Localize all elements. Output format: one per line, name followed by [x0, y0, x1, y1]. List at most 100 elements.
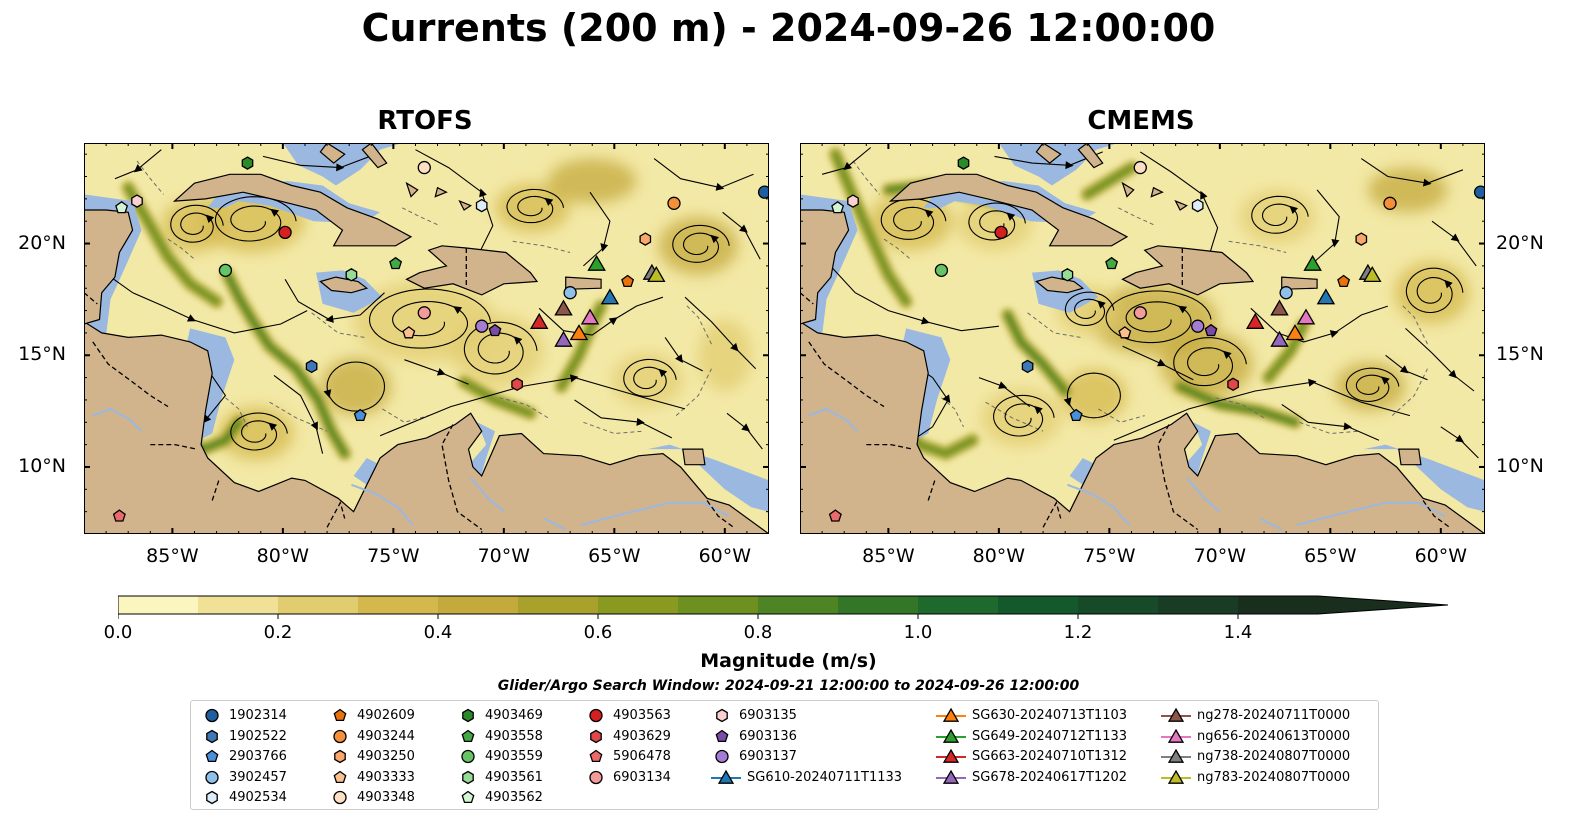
lon-tick-label: 80°W [972, 545, 1026, 567]
marker-4902534 [475, 198, 488, 213]
legend-item: SG610-20240711T1133 [711, 768, 902, 787]
land-cuba [172, 173, 413, 247]
legend-item: SG630-20240713T1103 [936, 706, 1127, 725]
legend-item: 4903348 [329, 788, 415, 807]
land-bahamas4 [434, 186, 448, 198]
marker-4903561 [1061, 268, 1074, 282]
legend-item: 6903137 [711, 747, 797, 766]
legend-marker-hexagon [206, 729, 218, 743]
legend-symbol [942, 707, 960, 722]
land-hispaniola [1121, 245, 1255, 296]
marker-SG610-20240711T1133 [600, 288, 620, 305]
legend-label: ng783-20240807T0000 [1197, 769, 1351, 785]
marker-SG678-20240617T1202 [1270, 330, 1289, 347]
legend-item: 4902534 [201, 788, 287, 807]
legend-marker-triangle [936, 769, 966, 784]
legend-marker-triangle [936, 728, 966, 743]
legend-symbol [1167, 769, 1185, 784]
colorbar-segment [1158, 596, 1239, 614]
legend-label: 4903558 [485, 728, 543, 744]
legend-label: SG630-20240713T1103 [972, 708, 1128, 723]
land-puertoRico [1281, 276, 1318, 290]
lon-tick-label: 65°W [1304, 545, 1357, 567]
land-turks [1174, 199, 1188, 211]
marker-1902314 [757, 185, 769, 199]
lon-tick-label: 60°W [698, 545, 752, 567]
marker-4903559 [218, 263, 233, 278]
marker-2903766 [353, 408, 367, 422]
land [84, 143, 769, 534]
legend-label: 4903348 [357, 790, 415, 805]
legend-label: 3902457 [229, 769, 287, 785]
legend-symbol [716, 708, 728, 723]
lat-tick-label-right: 20°N [1496, 231, 1544, 254]
legend-symbol [333, 770, 347, 783]
legend-symbol [461, 790, 475, 804]
legend-symbol [333, 790, 347, 805]
legend: 1902314 1902522 2903766 3902457 4902534 49026… [190, 700, 1379, 810]
marker-5906478 [828, 509, 842, 522]
colorbar-segment [758, 596, 839, 614]
marker-4903469 [957, 156, 970, 170]
colorbar-tick-label: 0.2 [263, 622, 293, 643]
country-borders [800, 248, 1450, 531]
land-turks [458, 199, 472, 211]
legend-symbol [715, 749, 729, 764]
legend-item: 1902314 [201, 706, 287, 725]
land-bahamas4 [1150, 186, 1164, 198]
legend-item: 4903244 [329, 727, 415, 746]
legend-symbol [461, 749, 475, 764]
legend-symbol [715, 729, 729, 742]
legend-item: 4903469 [457, 706, 543, 725]
colorbar-segment [838, 596, 919, 614]
legend-item: 4903563 [585, 706, 671, 725]
legend-marker-circle [589, 708, 603, 723]
lon-tick-label: 70°W [477, 545, 531, 567]
colorbar-segment [358, 596, 439, 614]
legend-symbol [333, 708, 347, 722]
panel-title-rtofs: RTOFS [377, 106, 473, 136]
marker-4903629 [1227, 377, 1239, 392]
colorbar-segment [998, 596, 1079, 614]
marker-SG663-20240710T1312 [529, 312, 549, 329]
colorbar-segment [278, 596, 359, 614]
lon-tick-label: 75°W [1083, 545, 1136, 567]
float-glider-markers [828, 156, 1485, 522]
legend-marker-triangle [936, 748, 966, 763]
marker-4903244 [1383, 196, 1397, 210]
map-panel-cmems [800, 143, 1485, 534]
marker-4903333 [402, 326, 416, 339]
legend-marker-circle [333, 729, 347, 743]
lat-tick-label-left: 20°N [18, 231, 66, 254]
legend-marker-pentagon [461, 729, 475, 742]
legend-label: 4903244 [357, 728, 415, 744]
legend-symbol [461, 729, 475, 742]
legend-marker-circle [205, 770, 219, 784]
legend-symbol [462, 708, 474, 723]
legend-marker-circle [589, 770, 603, 784]
legend-label: SG663-20240710T1312 [972, 749, 1128, 764]
marker-ng783-20240807T0000 [647, 265, 666, 283]
legend-symbol [205, 708, 219, 723]
land [800, 143, 1485, 534]
land-puertoRico [565, 276, 602, 290]
legend-symbol [206, 729, 218, 743]
legend-label: ng738-20240807T0000 [1197, 749, 1351, 764]
marker-4903558 [389, 256, 403, 270]
legend-label: ng278-20240711T0000 [1197, 708, 1351, 723]
lat-tick-label-left: 15°N [18, 343, 66, 366]
lon-tick-label: 70°W [1193, 545, 1247, 567]
legend-item: 6903134 [585, 768, 671, 787]
legend-item: 4903559 [457, 747, 543, 766]
marker-4903563 [278, 225, 292, 240]
marker-3902457 [1279, 286, 1293, 300]
legend-item: 4903561 [457, 768, 543, 787]
lon-tick-label: 80°W [256, 545, 310, 567]
legend-item: ng738-20240807T0000 [1161, 747, 1350, 766]
marker-ng783-20240807T0000 [1363, 265, 1382, 283]
legend-label: 6903134 [613, 769, 671, 785]
marker-4902609 [1337, 274, 1351, 288]
marker-6903135 [847, 194, 859, 208]
legend-symbol [1167, 707, 1185, 722]
legend-item: SG663-20240710T1312 [936, 747, 1127, 766]
